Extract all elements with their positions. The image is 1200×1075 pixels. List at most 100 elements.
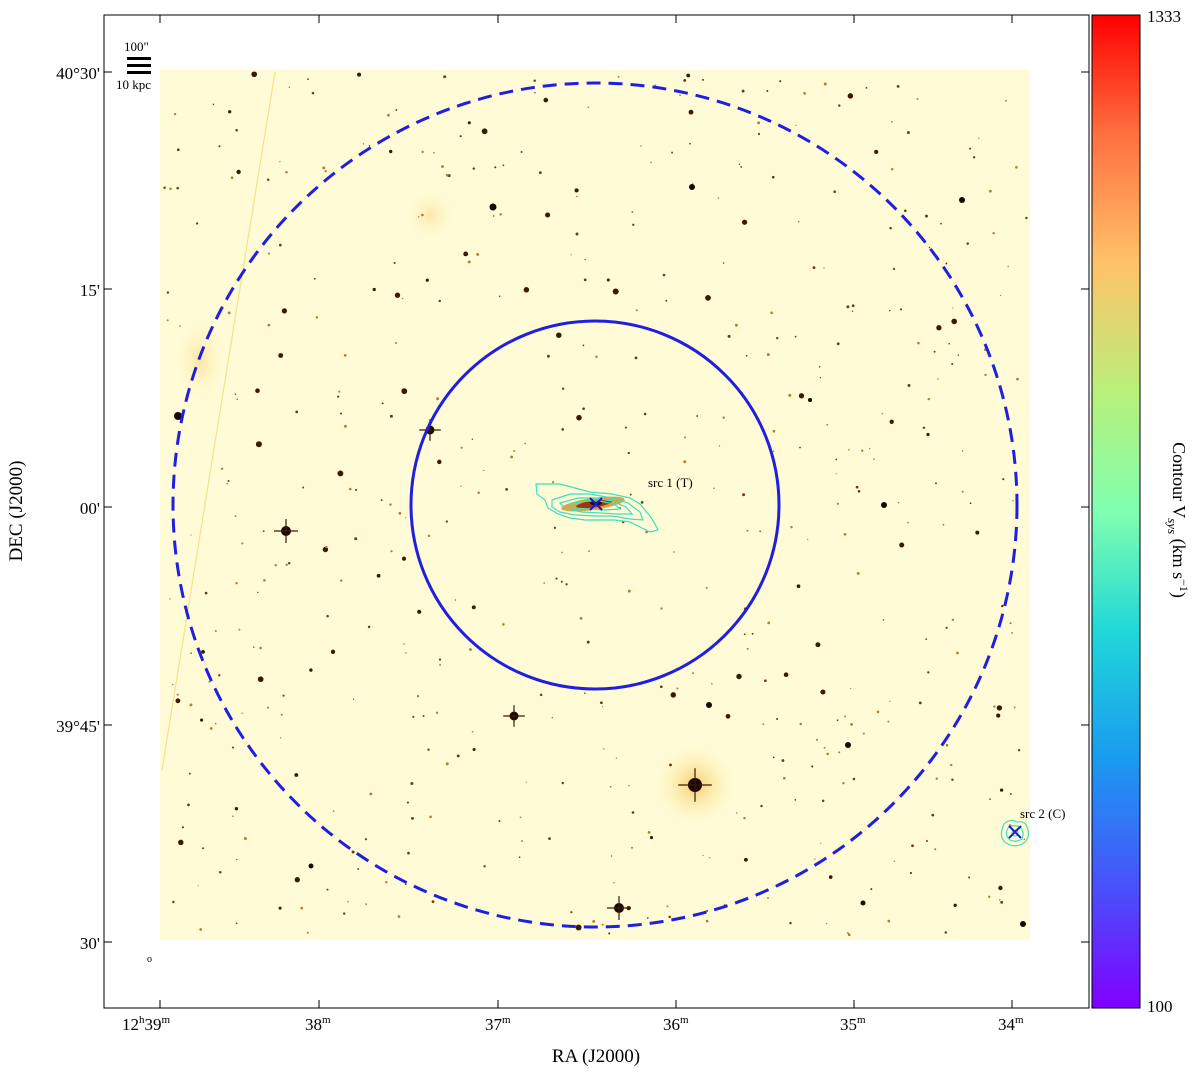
star <box>300 906 304 910</box>
star <box>259 646 262 650</box>
star <box>911 844 914 848</box>
star <box>850 688 852 690</box>
star <box>645 530 648 534</box>
star <box>471 730 474 733</box>
star <box>746 647 749 650</box>
star <box>957 354 960 356</box>
star <box>608 932 611 935</box>
star <box>743 816 746 820</box>
star <box>343 424 347 428</box>
star <box>770 311 773 315</box>
star <box>188 772 191 775</box>
star <box>635 309 638 312</box>
bright-star <box>308 863 314 869</box>
star <box>230 176 234 179</box>
star <box>438 658 442 661</box>
star <box>767 621 771 625</box>
star <box>372 287 376 292</box>
star <box>927 397 930 401</box>
star <box>1002 478 1005 481</box>
star <box>820 842 822 844</box>
star <box>666 905 669 908</box>
outer-dashed-circle <box>171 81 1019 929</box>
star <box>893 860 896 863</box>
star <box>725 713 731 719</box>
star <box>794 335 797 338</box>
star <box>798 221 800 223</box>
star <box>665 299 668 302</box>
star <box>842 782 845 785</box>
star <box>234 515 237 518</box>
star <box>178 839 184 846</box>
star <box>197 885 199 887</box>
star <box>262 530 265 533</box>
star <box>945 262 948 265</box>
star <box>836 719 839 722</box>
star <box>789 921 792 925</box>
star <box>441 165 444 168</box>
star <box>968 876 971 879</box>
colorbar <box>1091 14 1141 1009</box>
star <box>936 325 942 331</box>
star <box>279 160 281 163</box>
star <box>617 75 620 78</box>
star <box>722 416 725 419</box>
star <box>234 393 237 395</box>
star <box>696 415 699 417</box>
star <box>176 186 179 190</box>
star <box>576 414 582 421</box>
star <box>762 723 765 725</box>
star <box>173 112 177 116</box>
star <box>851 304 855 308</box>
diffuse-glow <box>175 320 225 400</box>
star <box>369 792 373 796</box>
scale-bar-physical: 10 kpc <box>116 77 151 92</box>
star <box>417 216 420 218</box>
scale-bar-angular: 100" <box>124 39 149 54</box>
star <box>917 341 920 345</box>
star <box>436 397 440 401</box>
star <box>347 900 349 903</box>
star <box>295 410 299 414</box>
star <box>788 393 792 397</box>
star <box>847 93 854 99</box>
star <box>338 390 341 393</box>
star <box>362 143 365 145</box>
bright-star <box>808 398 812 402</box>
star <box>534 91 536 94</box>
bright-star <box>489 203 497 211</box>
star <box>551 717 553 719</box>
star <box>253 646 255 648</box>
star <box>172 900 175 904</box>
star <box>481 128 488 135</box>
star <box>227 480 230 482</box>
star <box>760 804 763 808</box>
ra-tick-label: 37m <box>485 1014 511 1034</box>
star <box>679 94 681 97</box>
star <box>603 748 605 750</box>
star <box>422 715 425 717</box>
star <box>718 445 721 447</box>
star <box>609 785 612 788</box>
star <box>445 762 449 766</box>
bright-star <box>959 197 965 203</box>
star <box>582 344 585 347</box>
star <box>201 650 205 654</box>
star <box>852 777 856 781</box>
star <box>649 836 654 840</box>
star <box>826 752 830 756</box>
star <box>846 305 850 309</box>
star <box>306 931 309 934</box>
star <box>294 773 299 777</box>
star <box>425 278 429 282</box>
star <box>818 366 821 368</box>
star <box>214 630 217 632</box>
star <box>278 906 282 910</box>
star <box>285 170 288 174</box>
star <box>989 798 991 800</box>
star <box>1011 632 1013 634</box>
star <box>702 854 704 857</box>
star <box>776 717 779 721</box>
star <box>952 307 954 309</box>
